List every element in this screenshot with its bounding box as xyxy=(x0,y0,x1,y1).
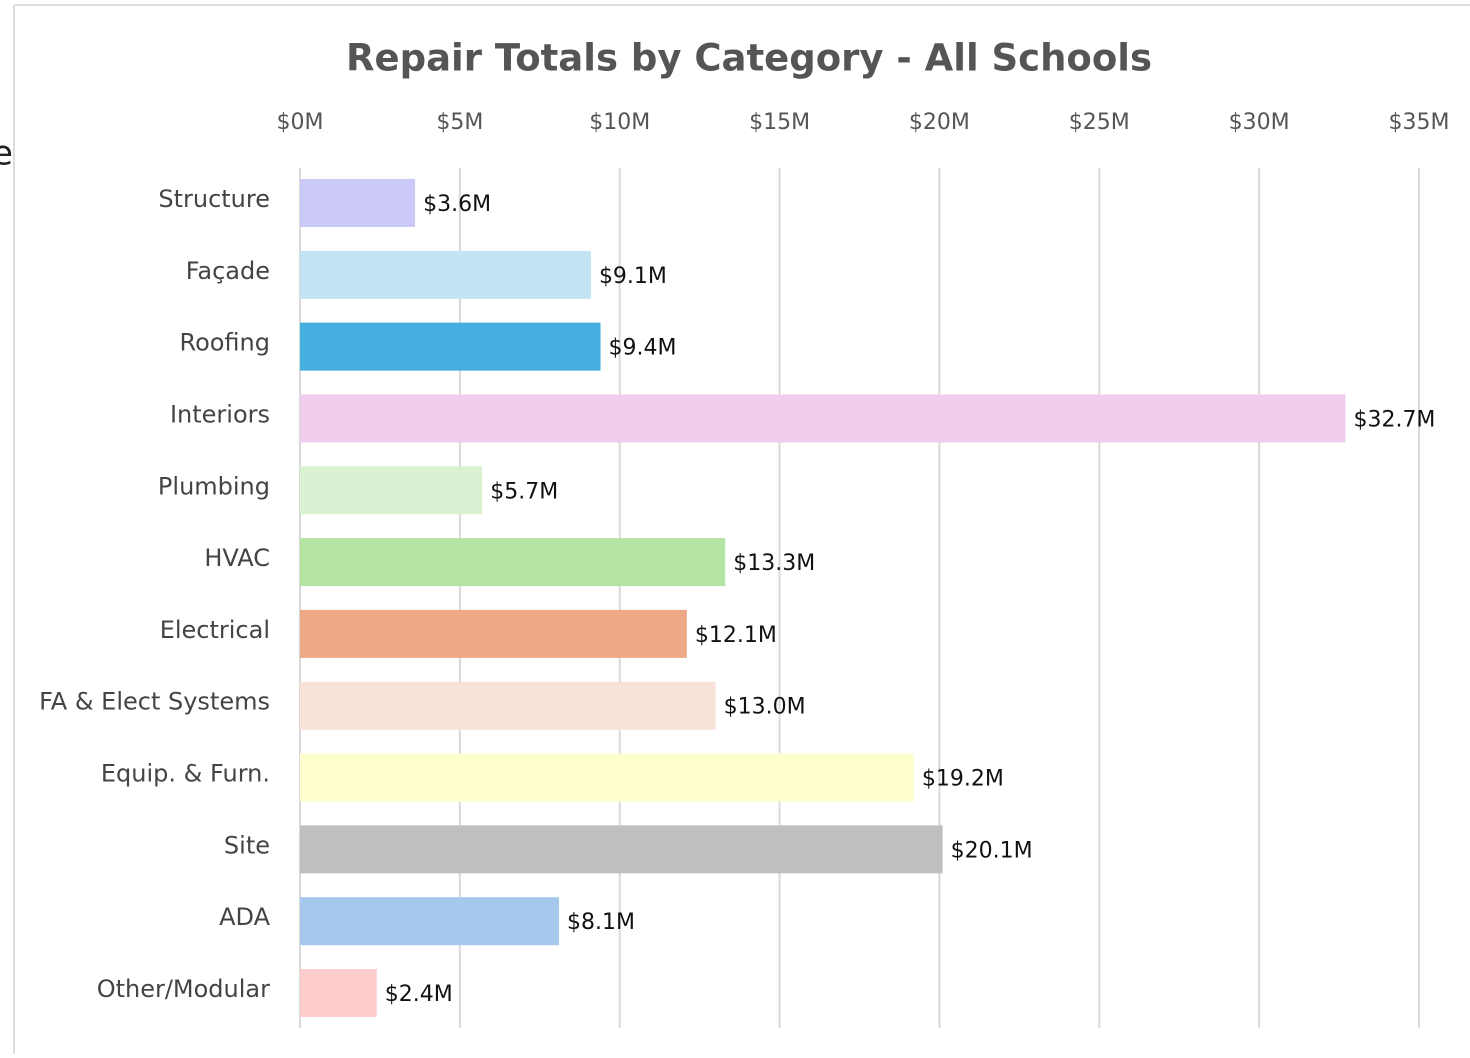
y-tick-label: Site xyxy=(224,831,270,859)
y-tick-label: Plumbing xyxy=(158,472,270,500)
value-label: $19.2M xyxy=(922,767,1004,792)
cropped-text: e xyxy=(0,134,13,174)
bar xyxy=(300,466,483,515)
x-tick-label: $15M xyxy=(749,110,810,135)
value-label: $13.3M xyxy=(733,551,815,576)
value-label: $20.1M xyxy=(951,838,1033,863)
value-label: $32.7M xyxy=(1353,407,1435,432)
y-tick-label: FA & Elect Systems xyxy=(39,688,270,716)
y-tick-label: Façade xyxy=(186,257,270,285)
bar xyxy=(300,179,416,227)
value-label: $2.4M xyxy=(385,982,453,1007)
y-tick-label: Structure xyxy=(158,185,270,213)
x-tick-label: $5M xyxy=(436,110,483,135)
y-tick-label: ADA xyxy=(219,903,270,931)
bar xyxy=(300,897,559,946)
x-tick-label: $10M xyxy=(589,110,650,135)
bar xyxy=(300,538,726,587)
bar xyxy=(300,753,914,802)
x-tick-label: $20M xyxy=(909,110,970,135)
x-tick-label: $30M xyxy=(1229,110,1290,135)
y-tick-label: Other/Modular xyxy=(97,975,270,1003)
y-tick-label: Roofing xyxy=(179,329,270,357)
value-label: $12.1M xyxy=(695,623,777,648)
x-tick-label: $25M xyxy=(1069,110,1130,135)
y-tick-label: HVAC xyxy=(204,544,270,572)
bar xyxy=(300,322,601,371)
value-label: $9.1M xyxy=(599,264,667,289)
value-label: $9.4M xyxy=(609,336,677,361)
bar xyxy=(300,394,1346,443)
value-label: $13.0M xyxy=(724,695,806,720)
bar xyxy=(300,681,716,730)
x-tick-label: $0M xyxy=(277,110,324,135)
value-label: $5.7M xyxy=(490,479,558,504)
y-tick-label: Interiors xyxy=(170,400,270,428)
bar xyxy=(300,250,591,299)
x-tick-label: $35M xyxy=(1389,110,1450,135)
bar xyxy=(300,825,943,874)
value-label: $3.6M xyxy=(423,192,491,217)
chart-title: Repair Totals by Category - All Schools xyxy=(346,37,1152,80)
y-tick-label: Electrical xyxy=(160,616,270,644)
bar xyxy=(300,969,377,1017)
bar xyxy=(300,609,687,658)
value-label: $8.1M xyxy=(567,910,635,935)
y-tick-label: Equip. & Furn. xyxy=(101,760,270,788)
